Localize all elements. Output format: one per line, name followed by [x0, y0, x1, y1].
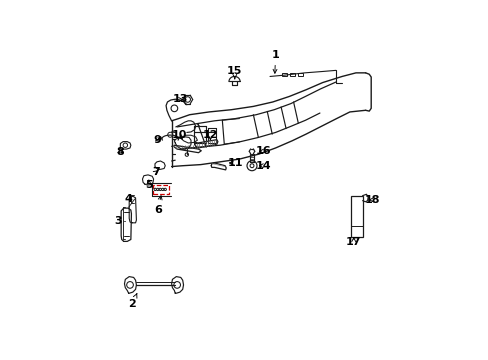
Text: 6: 6: [154, 196, 162, 215]
Text: 12: 12: [202, 130, 218, 140]
Text: 3: 3: [114, 216, 122, 226]
Bar: [350, 196, 362, 237]
Bar: [281, 73, 286, 76]
Bar: [153, 185, 169, 194]
Text: 8: 8: [116, 147, 124, 157]
Text: 1: 1: [271, 50, 279, 73]
Text: 7: 7: [152, 167, 160, 177]
Text: 13: 13: [172, 94, 187, 104]
Text: 17: 17: [346, 237, 361, 247]
Text: 14: 14: [256, 161, 271, 171]
Text: 18: 18: [364, 195, 380, 205]
Text: 2: 2: [128, 293, 137, 309]
Text: 9: 9: [154, 135, 162, 145]
Text: 15: 15: [226, 66, 242, 79]
Text: 16: 16: [256, 146, 271, 156]
Bar: [289, 73, 294, 76]
Text: 5: 5: [145, 180, 152, 190]
Text: 11: 11: [227, 158, 243, 168]
Text: 4: 4: [124, 194, 132, 204]
Text: 10: 10: [171, 130, 187, 140]
Bar: [298, 73, 303, 76]
